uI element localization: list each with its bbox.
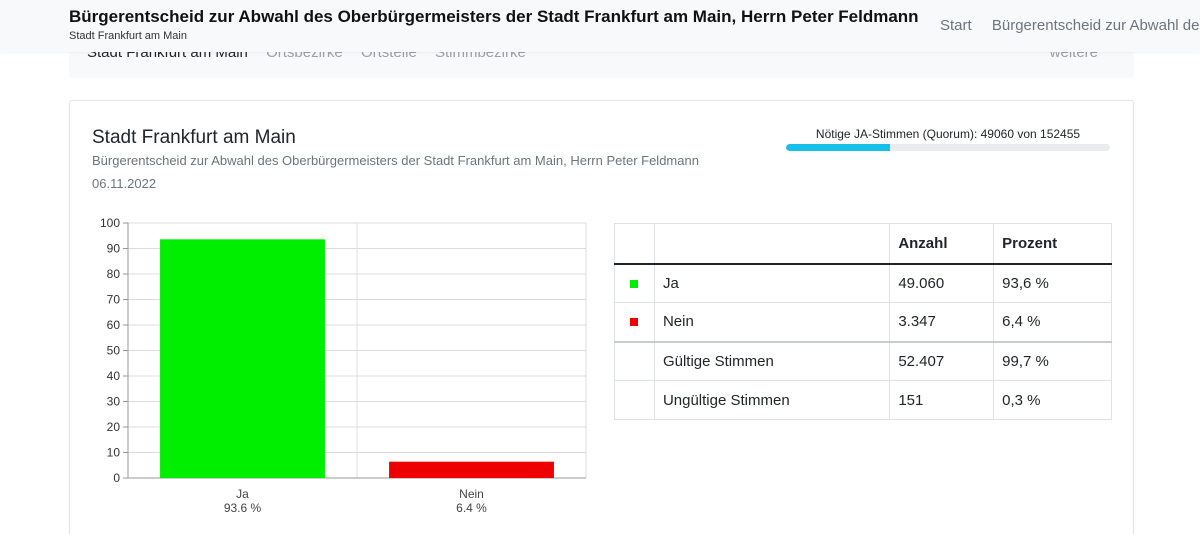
table-row-ungueltige: Ungültige Stimmen 151 0,3 % — [614, 380, 1112, 420]
header-cell-anzahl: Anzahl — [889, 223, 995, 265]
page-header: Bürgerentscheid zur Abwahl des Oberbürge… — [0, 0, 1200, 52]
row-percent: 0,3 % — [993, 380, 1112, 420]
ja-color-square-icon — [630, 279, 639, 288]
table-row-nein: Nein 3.347 6,4 % — [614, 302, 1112, 342]
table-row-ja: Ja 49.060 93,6 % — [614, 263, 1112, 303]
row-name: Nein — [653, 302, 891, 342]
y-tick-label: 60 — [107, 318, 121, 332]
page-title: Bürgerentscheid zur Abwahl des Oberbürge… — [69, 7, 919, 26]
y-tick-label: 80 — [107, 267, 121, 281]
y-tick-label: 100 — [100, 216, 120, 230]
row-name: Ungültige Stimmen — [653, 380, 891, 420]
row-percent: 6,4 % — [993, 302, 1112, 342]
row-count: 3.347 — [889, 302, 995, 342]
table-header-row: Anzahl Prozent — [614, 223, 1112, 265]
row-percent: 99,7 % — [993, 340, 1112, 381]
header-cell-prozent: Prozent — [993, 223, 1112, 265]
row-count: 49.060 — [889, 263, 995, 303]
y-tick-label: 70 — [107, 293, 121, 307]
bar-chart: 0 10 20 30 40 50 60 70 80 90 100 Ja 93.6 % Nein 6.4 % — [88, 213, 598, 518]
row-percent: 93,6 % — [993, 263, 1112, 303]
card-description: Bürgerentscheid zur Abwahl des Oberbürge… — [92, 153, 699, 168]
quorum-progress-bar — [786, 144, 1110, 151]
nein-color-square-icon — [630, 318, 639, 327]
header-cell-name — [653, 223, 891, 265]
quorum-label: Nötige JA-Stimmen (Quorum): 49060 von 15… — [815, 127, 1081, 141]
y-tick-label: 30 — [107, 395, 121, 409]
results-table: Anzahl Prozent Ja 49.060 93,6 % Nein 3.3… — [614, 223, 1112, 420]
y-tick-label: 10 — [107, 446, 121, 460]
nav-election-link[interactable]: Bürgerentscheid zur Abwahl des — [991, 17, 1200, 34]
y-tick-label: 40 — [107, 369, 121, 383]
y-tick-label: 20 — [107, 420, 121, 434]
y-tick-label: 90 — [107, 242, 121, 256]
result-card: Stadt Frankfurt am Main Bürgerentscheid … — [69, 100, 1134, 534]
bar-data-label: 93.6 % — [224, 501, 262, 513]
election-date: 06.11.2022 — [92, 176, 157, 191]
bar-data-label: 6.4 % — [456, 501, 487, 513]
quorum-progress-fill — [786, 144, 890, 151]
card-title: Stadt Frankfurt am Main — [92, 127, 296, 148]
row-name: Gültige Stimmen — [653, 340, 891, 381]
nav-start-link[interactable]: Start — [940, 17, 972, 34]
row-count: 52.407 — [889, 340, 995, 381]
x-tick-label: Ja — [236, 487, 249, 501]
bar-nein — [389, 461, 554, 478]
table-row-gueltige: Gültige Stimmen 52.407 99,7 % — [614, 340, 1112, 381]
top-navigation: Start Bürgerentscheid zur Abwahl des — [940, 17, 1200, 34]
header-cell-color — [614, 223, 655, 265]
row-name: Ja — [653, 263, 891, 303]
page-subtitle: Stadt Frankfurt am Main — [69, 30, 187, 42]
x-tick-label: Nein — [459, 487, 484, 501]
row-count: 151 — [889, 380, 995, 420]
y-tick-label: 50 — [107, 344, 121, 358]
bar-ja — [160, 239, 325, 478]
y-tick-label: 0 — [113, 471, 120, 485]
